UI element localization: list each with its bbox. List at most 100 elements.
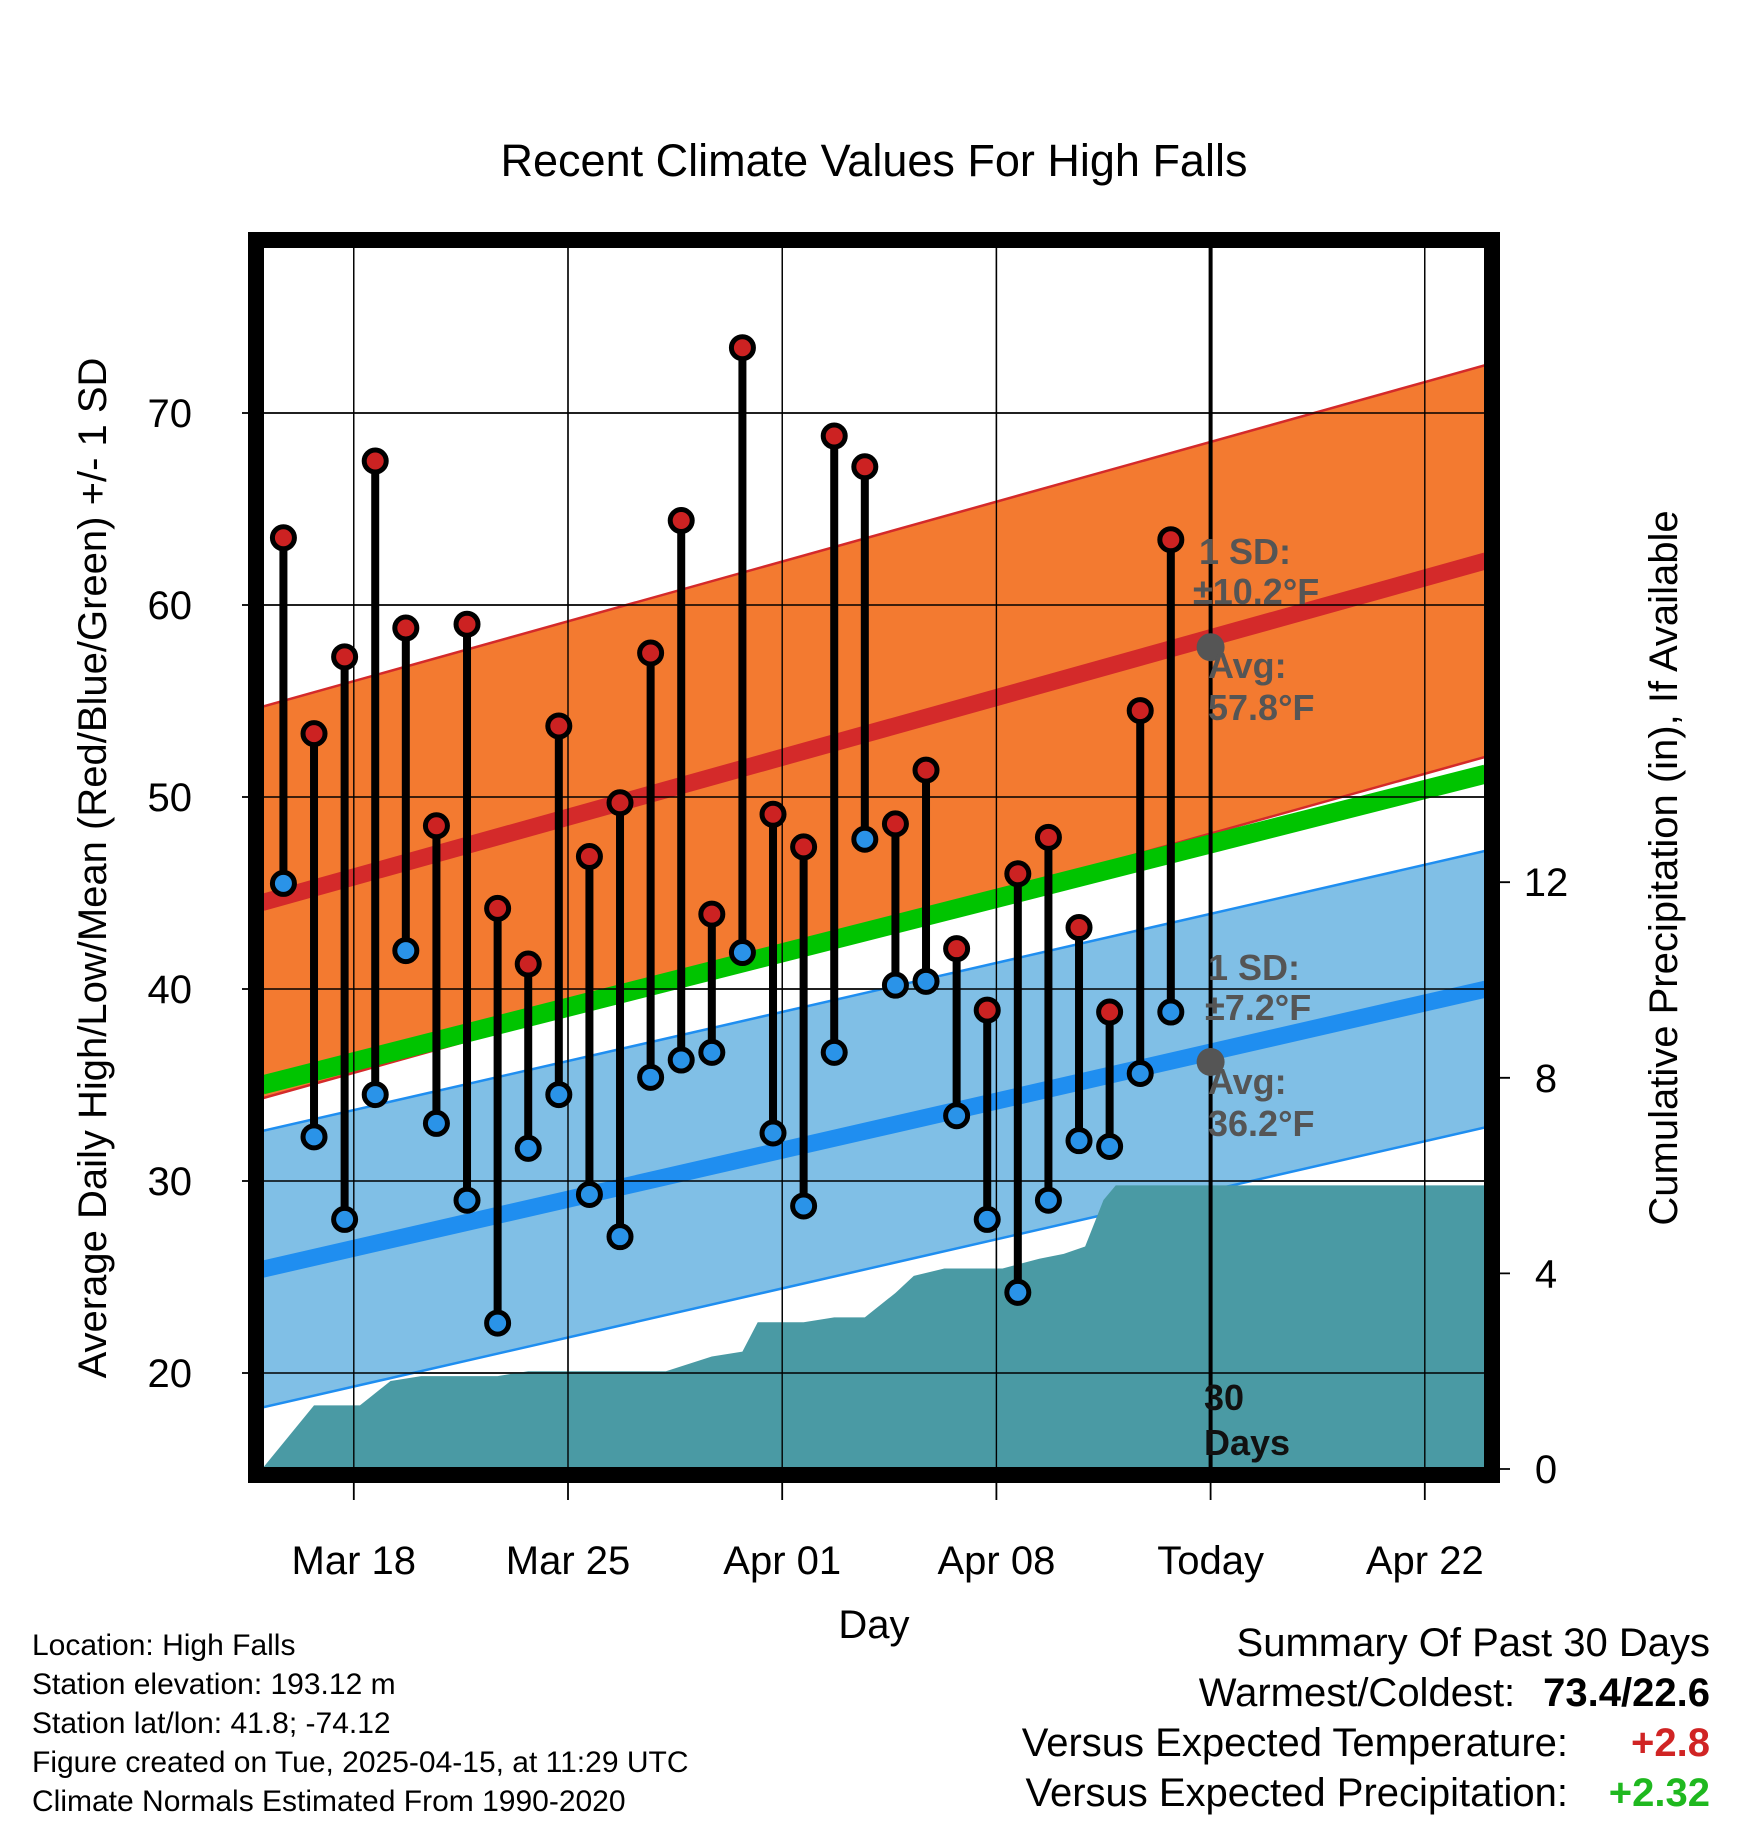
high-point <box>422 812 450 840</box>
x-tick-label: Apr 08 <box>937 1539 1055 1583</box>
low-sd-value: ±7.2°F <box>1205 987 1311 1028</box>
high-point <box>912 756 940 784</box>
low-point <box>300 1123 328 1151</box>
low-point <box>881 971 909 999</box>
low-point <box>973 1205 1001 1233</box>
day-bar <box>514 950 542 1162</box>
low-point <box>514 1134 542 1162</box>
location-text: Location: High Falls <box>32 1629 296 1662</box>
plot-frame <box>248 232 1500 1483</box>
high-point <box>1004 860 1032 888</box>
summary-temp: Versus Expected Temperature: +2.8 <box>1022 1718 1710 1768</box>
annotations: 1 SD: ±10.2°F Avg: 57.8°F 1 SD: ±7.2°F A… <box>1193 531 1319 1463</box>
station-info: Location: High Falls Station elevation: … <box>32 1626 689 1821</box>
day-bar <box>667 507 695 1074</box>
low-point <box>790 1192 818 1220</box>
low-point <box>269 869 297 897</box>
x-tick-label: Apr 01 <box>723 1539 841 1583</box>
high-point <box>453 610 481 638</box>
high-point <box>881 810 909 838</box>
low-point <box>943 1102 971 1130</box>
today-low-avg-marker <box>1196 1047 1225 1076</box>
temp-value: +2.8 <box>1631 1721 1710 1765</box>
normals-text: Climate Normals Estimated From 1990-2020 <box>32 1785 626 1818</box>
day-bar <box>1096 998 1124 1160</box>
low-point <box>1034 1186 1062 1214</box>
high-point <box>637 639 665 667</box>
high-avg-label: Avg: <box>1208 645 1287 686</box>
high-point <box>851 453 879 481</box>
day-bar <box>300 720 328 1151</box>
low-lower-edge <box>262 1126 1486 1409</box>
low-point <box>392 937 420 965</box>
day-bar <box>1034 823 1062 1214</box>
low-point <box>667 1046 695 1074</box>
y-tick-label: 50 <box>148 776 193 820</box>
precip-label: Versus Expected Precipitation: <box>1025 1771 1568 1815</box>
low-avg-label: Avg: <box>1208 1061 1287 1102</box>
y2-axis-label: Cumulative Precipitation (in), If Availa… <box>1642 510 1686 1225</box>
high-point <box>820 422 848 450</box>
day-bar <box>331 643 359 1233</box>
daily-bars <box>269 334 1225 1337</box>
window-count: 30 <box>1204 1377 1244 1418</box>
low-point <box>331 1205 359 1233</box>
day-bar <box>1126 697 1154 1087</box>
low-point <box>759 1119 787 1147</box>
day-bar <box>698 900 726 1066</box>
low-point <box>912 967 940 995</box>
high-point <box>484 894 512 922</box>
day-bar <box>851 453 879 853</box>
high-point <box>698 900 726 928</box>
low-point <box>1004 1278 1032 1306</box>
day-bar <box>881 810 909 999</box>
y2-tick-label: 12 <box>1524 861 1569 905</box>
low-point <box>361 1081 389 1109</box>
high-point <box>1126 697 1154 725</box>
low-point <box>422 1109 450 1137</box>
day-bar <box>453 610 481 1214</box>
high-point <box>1065 914 1093 942</box>
high-avg-value: 57.8°F <box>1208 687 1314 728</box>
y-tick-label: 70 <box>148 392 193 436</box>
elevation-text: Station elevation: 193.12 m <box>32 1668 396 1701</box>
day-bar <box>790 833 818 1220</box>
low-sd-label: 1 SD: <box>1208 947 1300 988</box>
summary-warm-cold: Warmest/Coldest: 73.4/22.6 <box>1022 1668 1710 1718</box>
y2-tick-label: 8 <box>1535 1057 1557 1101</box>
high-point <box>1157 526 1185 554</box>
warm-cold-value: 73.4/22.6 <box>1543 1671 1710 1715</box>
plot-area <box>262 246 1486 1469</box>
low-point <box>1065 1127 1093 1155</box>
latlon-text: Station lat/lon: 41.8; -74.12 <box>32 1707 391 1740</box>
y-tick-label: 40 <box>148 968 193 1012</box>
day-bar <box>575 843 603 1208</box>
high-point <box>514 950 542 978</box>
low-avg-value: 36.2°F <box>1208 1103 1314 1144</box>
day-bar <box>361 447 389 1109</box>
day-bar <box>1004 860 1032 1306</box>
low-point <box>698 1038 726 1066</box>
x-axis-label: Day <box>838 1603 909 1647</box>
summary-precip: Versus Expected Precipitation: +2.32 <box>1022 1768 1710 1818</box>
low-point <box>484 1309 512 1337</box>
x-tick-label: Today <box>1157 1539 1264 1583</box>
day-bar <box>422 812 450 1137</box>
low-point <box>1157 998 1185 1026</box>
high-sd-value: ±10.2°F <box>1193 571 1319 612</box>
window-unit: Days <box>1204 1422 1290 1463</box>
high-point <box>575 843 603 871</box>
x-tick-label: Mar 18 <box>292 1539 417 1583</box>
high-point <box>1034 823 1062 851</box>
day-bar <box>912 756 940 995</box>
day-bar <box>1157 526 1185 1026</box>
day-bar <box>269 524 297 897</box>
high-point <box>269 524 297 552</box>
low-avg-line <box>262 980 1486 1278</box>
low-point <box>851 825 879 853</box>
summary-panel: Summary Of Past 30 Days Warmest/Coldest:… <box>1022 1618 1710 1818</box>
day-bar <box>392 614 420 965</box>
y-tick-label: 30 <box>148 1160 193 1204</box>
x-tick-label: Apr 22 <box>1366 1539 1484 1583</box>
